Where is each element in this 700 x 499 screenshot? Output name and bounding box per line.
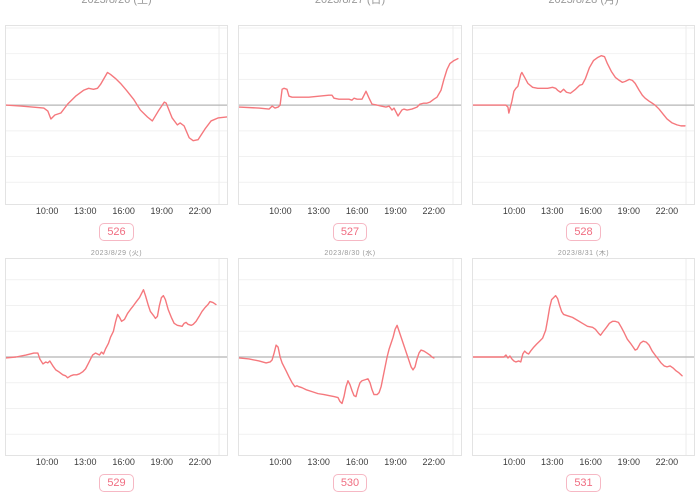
x-tick-label: 10:00 (35, 457, 59, 467)
line-chart-529 (5, 258, 228, 456)
chart-number-badge[interactable]: 527 (332, 223, 368, 241)
x-tick-label: 22:00 (655, 206, 679, 216)
x-tick-label: 22:00 (422, 206, 446, 216)
chart-title-clipped: 2023/8/26 (土) (0, 0, 233, 25)
chart-title-clipped: 2023/8/28 (月) (467, 0, 700, 25)
x-axis-ticks: 10:00 13:00 16:00 19:00 22:00 (472, 456, 695, 471)
x-axis-ticks: 10:00 13:00 16:00 19:00 22:00 (472, 205, 695, 220)
line-chart-526 (5, 25, 228, 205)
chart-title-text: 2023/8/29 (火) (90, 250, 143, 257)
chart-title: 2023/8/31 (木) (467, 250, 700, 258)
x-tick-label: 13:00 (541, 206, 564, 216)
chart-canvas (473, 259, 694, 455)
chart-title-clipped: 2023/8/27 (日) (233, 0, 467, 25)
x-tick-label: 13:00 (74, 206, 97, 216)
x-tick-label: 13:00 (307, 206, 330, 216)
x-axis-ticks: 10:00 13:00 16:00 19:00 22:00 (5, 456, 228, 471)
chart-number-badge[interactable]: 526 (99, 223, 134, 241)
chart-number-badge[interactable]: 531 (566, 474, 601, 492)
badge-row: 530 (233, 473, 467, 492)
chart-canvas (6, 259, 227, 455)
badge-row: 531 (467, 473, 700, 492)
x-tick-label: 19:00 (150, 457, 174, 467)
x-tick-label: 10:00 (502, 206, 526, 216)
x-tick-label: 19:00 (617, 457, 641, 467)
series-line (473, 294, 683, 377)
chart-panel-527: 2023/8/27 (日) 10:00 13:00 16:00 19:00 22:00 … (233, 0, 467, 250)
x-tick-label: 22:00 (188, 457, 212, 467)
line-chart-528 (472, 25, 695, 205)
chart-canvas (473, 26, 694, 204)
x-tick-label: 13:00 (307, 457, 330, 467)
x-tick-label: 19:00 (617, 206, 641, 216)
chart-title-text: 2023/8/27 (日) (314, 0, 386, 6)
x-tick-label: 16:00 (579, 206, 602, 216)
chart-title: 2023/8/29 (火) (0, 250, 233, 258)
x-axis-ticks: 10:00 13:00 16:00 19:00 22:00 (5, 205, 228, 220)
line-chart-530 (238, 258, 462, 456)
series-line (6, 288, 217, 379)
x-tick-label: 16:00 (112, 457, 135, 467)
chart-title-text: 2023/8/31 (木) (557, 250, 610, 257)
x-tick-label: 13:00 (541, 457, 564, 467)
chart-panel-530: 2023/8/30 (水) 10:00 13:00 16:00 19:00 22:00 … (233, 250, 467, 499)
x-tick-label: 13:00 (74, 457, 97, 467)
chart-panel-526: 2023/8/26 (土) 10:00 13:00 16:00 19:00 22:00 … (0, 0, 233, 250)
x-tick-label: 10:00 (269, 206, 292, 216)
x-axis-ticks: 10:00 13:00 16:00 19:00 22:00 (238, 456, 462, 471)
chart-title-text: 2023/8/30 (水) (324, 250, 376, 257)
chart-number-badge[interactable]: 528 (566, 223, 601, 241)
x-tick-label: 22:00 (188, 206, 212, 216)
chart-panel-529: 2023/8/29 (火) 10:00 13:00 16:00 19:00 22:00 … (0, 250, 233, 499)
chart-title-text: 2023/8/26 (土) (81, 0, 152, 6)
line-chart-527 (238, 25, 462, 205)
series-line (473, 54, 686, 127)
badge-row: 529 (0, 473, 233, 492)
series-line (6, 71, 227, 142)
chart-canvas (239, 259, 461, 455)
x-tick-label: 19:00 (150, 206, 174, 216)
x-tick-label: 10:00 (35, 206, 59, 216)
x-tick-label: 19:00 (384, 457, 407, 467)
chart-title-text: 2023/8/28 (月) (548, 0, 619, 6)
chart-title: 2023/8/30 (水) (233, 250, 467, 258)
chart-canvas (239, 26, 461, 204)
chart-panel-528: 2023/8/28 (月) 10:00 13:00 16:00 19:00 22:00 … (467, 0, 700, 250)
x-tick-label: 10:00 (269, 457, 292, 467)
chart-number-badge[interactable]: 530 (332, 474, 368, 492)
badge-row: 528 (467, 222, 700, 241)
series-line (239, 57, 459, 117)
x-tick-label: 22:00 (655, 457, 679, 467)
chart-number-badge[interactable]: 529 (99, 474, 134, 492)
x-tick-label: 10:00 (502, 457, 526, 467)
chart-canvas (6, 26, 227, 204)
x-tick-label: 16:00 (345, 206, 369, 216)
x-axis-ticks: 10:00 13:00 16:00 19:00 22:00 (238, 205, 462, 220)
x-tick-label: 16:00 (345, 457, 369, 467)
x-tick-label: 16:00 (112, 206, 135, 216)
chart-panel-531: 2023/8/31 (木) 10:00 13:00 16:00 19:00 22:00 … (467, 250, 700, 499)
series-line (239, 324, 435, 405)
badge-row: 527 (233, 222, 467, 241)
line-chart-531 (472, 258, 695, 456)
x-tick-label: 22:00 (422, 457, 446, 467)
badge-row: 526 (0, 222, 233, 241)
x-tick-label: 19:00 (384, 206, 407, 216)
x-tick-label: 16:00 (579, 457, 602, 467)
